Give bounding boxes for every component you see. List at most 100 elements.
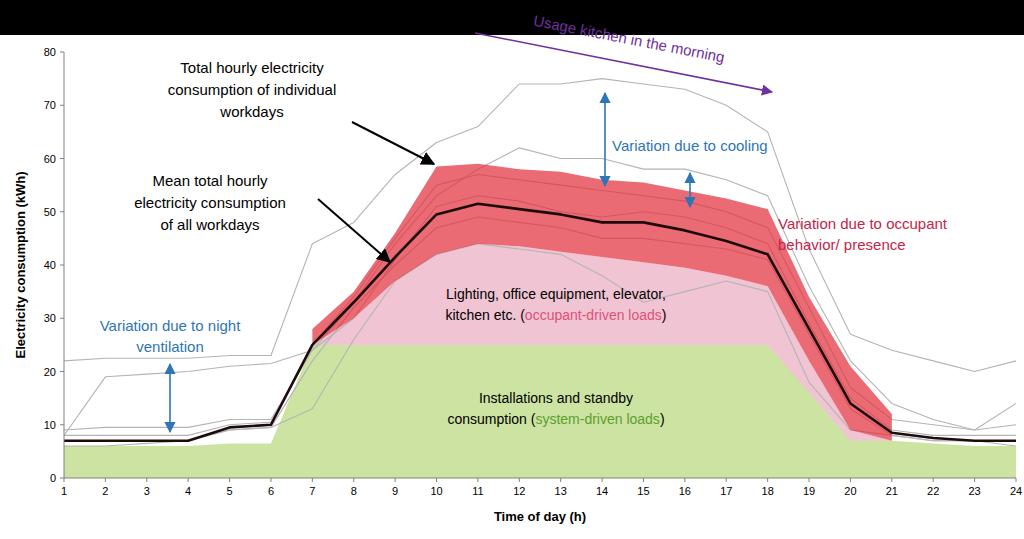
y-tick-label: 70 bbox=[44, 99, 56, 111]
x-axis-line bbox=[64, 478, 1016, 479]
annotation-arrow bbox=[352, 122, 434, 164]
annotation-text: ventilation bbox=[136, 338, 204, 355]
y-tick bbox=[60, 211, 64, 212]
y-tick-label: 40 bbox=[44, 259, 56, 271]
annotation: Total hourly electricity consumption of i… bbox=[168, 59, 336, 120]
annotation-text: Installations and standby bbox=[479, 390, 633, 406]
annotation-line: Variation due to occupant bbox=[778, 215, 948, 232]
x-tick bbox=[726, 478, 727, 482]
annotation-line: kitchen etc. (occupant-driven loads) bbox=[445, 307, 666, 323]
annotation-line: of all workdays bbox=[160, 216, 259, 233]
annotation-line: ventilation bbox=[136, 338, 204, 355]
x-tick-label: 14 bbox=[596, 485, 608, 497]
annotation-text: Variation due to occupant bbox=[778, 215, 948, 232]
x-tick-label: 4 bbox=[185, 485, 191, 497]
x-tick bbox=[809, 478, 810, 482]
annotation-line: workdays bbox=[219, 103, 283, 120]
chart: 0102030405060708012345678910111213141516… bbox=[0, 0, 1024, 539]
annotation-text: consumption of individual bbox=[168, 81, 336, 98]
x-tick bbox=[477, 478, 478, 482]
x-tick-label: 8 bbox=[351, 485, 357, 497]
x-tick bbox=[850, 478, 851, 482]
x-tick bbox=[270, 478, 271, 482]
x-tick-label: 10 bbox=[430, 485, 442, 497]
annotation: Variation due to cooling bbox=[612, 137, 768, 154]
x-tick-label: 3 bbox=[144, 485, 150, 497]
x-tick bbox=[146, 478, 147, 482]
x-tick-label: 19 bbox=[803, 485, 815, 497]
annotation-text: ) bbox=[662, 307, 667, 323]
x-tick bbox=[560, 478, 561, 482]
x-tick bbox=[312, 478, 313, 482]
y-tick bbox=[60, 52, 64, 53]
x-tick-label: 17 bbox=[720, 485, 732, 497]
x-tick bbox=[353, 478, 354, 482]
y-tick bbox=[60, 371, 64, 372]
y-tick bbox=[60, 424, 64, 425]
x-tick-label: 1 bbox=[61, 485, 67, 497]
x-tick-label: 5 bbox=[227, 485, 233, 497]
annotation-arrow bbox=[318, 199, 390, 262]
annotation-text: workdays bbox=[219, 103, 283, 120]
annotation-line: Total hourly electricity bbox=[180, 59, 324, 76]
x-tick-label: 15 bbox=[637, 485, 649, 497]
axes: 0102030405060708012345678910111213141516… bbox=[44, 46, 1022, 497]
x-axis-title: Time of day (h) bbox=[494, 509, 586, 524]
annotation: Mean total hourlyelectricity consumption… bbox=[134, 172, 286, 233]
annotation-text: Total hourly electricity bbox=[180, 59, 324, 76]
y-axis-title: Electricity consumption (kWh) bbox=[13, 171, 28, 358]
annotation-line: consumption of individual bbox=[168, 81, 336, 98]
x-tick-label: 16 bbox=[679, 485, 691, 497]
x-tick-label: 13 bbox=[555, 485, 567, 497]
annotation-line: behavior/ presence bbox=[778, 236, 906, 253]
annotation-line: consumption (system-driven loads) bbox=[447, 411, 664, 427]
y-tick bbox=[60, 478, 64, 479]
y-tick-label: 80 bbox=[44, 46, 56, 58]
y-tick-label: 10 bbox=[44, 419, 56, 431]
annotation: Variation due to night ventilation bbox=[100, 317, 241, 355]
x-tick bbox=[684, 478, 685, 482]
x-tick-label: 9 bbox=[392, 485, 398, 497]
y-tick-label: 30 bbox=[44, 312, 56, 324]
mean-line bbox=[64, 204, 1016, 441]
x-tick bbox=[519, 478, 520, 482]
x-tick-label: 2 bbox=[102, 485, 108, 497]
x-tick-label: 24 bbox=[1010, 485, 1022, 497]
annotation-line: Usage kitchen in the morning bbox=[532, 12, 726, 66]
annotation-line: electricity consumption bbox=[134, 194, 286, 211]
annotation-text: ) bbox=[660, 411, 665, 427]
x-tick-label: 6 bbox=[268, 485, 274, 497]
x-tick-label: 12 bbox=[513, 485, 525, 497]
annotation-text: kitchen etc. ( bbox=[445, 307, 525, 323]
x-tick-label: 20 bbox=[844, 485, 856, 497]
annotation-text: Usage kitchen in the morning bbox=[532, 12, 726, 66]
annotation-arrow bbox=[169, 364, 171, 432]
y-tick-label: 20 bbox=[44, 366, 56, 378]
annotation-text: Lighting, office equipment, elevator, bbox=[446, 286, 666, 302]
x-tick-label: 21 bbox=[886, 485, 898, 497]
variation-band bbox=[312, 164, 891, 441]
x-tick bbox=[105, 478, 106, 482]
annotation-arrow bbox=[604, 93, 606, 186]
annotation-arrow bbox=[689, 173, 691, 207]
annotation-text: consumption ( bbox=[447, 411, 535, 427]
y-tick-label: 0 bbox=[50, 472, 56, 484]
x-tick-label: 23 bbox=[968, 485, 980, 497]
annotation-text: Variation due to cooling bbox=[612, 137, 768, 154]
annotation-text: system-driven loads bbox=[535, 411, 660, 427]
annotation-text: occupant-driven loads bbox=[525, 307, 662, 323]
annotation-line: Variation due to night bbox=[100, 317, 241, 334]
annotations: Usage kitchen in the morning Total hourly… bbox=[100, 12, 948, 427]
x-tick bbox=[436, 478, 437, 482]
x-tick-label: 22 bbox=[927, 485, 939, 497]
annotation-line: Installations and standby bbox=[479, 390, 633, 406]
x-tick bbox=[643, 478, 644, 482]
x-tick bbox=[974, 478, 975, 482]
annotation-text: electricity consumption bbox=[134, 194, 286, 211]
y-tick bbox=[60, 105, 64, 106]
annotation: Usage kitchen in the morning bbox=[532, 12, 726, 66]
x-tick-label: 18 bbox=[762, 485, 774, 497]
y-tick bbox=[60, 265, 64, 266]
x-tick-label: 11 bbox=[472, 485, 483, 497]
y-tick bbox=[60, 158, 64, 159]
